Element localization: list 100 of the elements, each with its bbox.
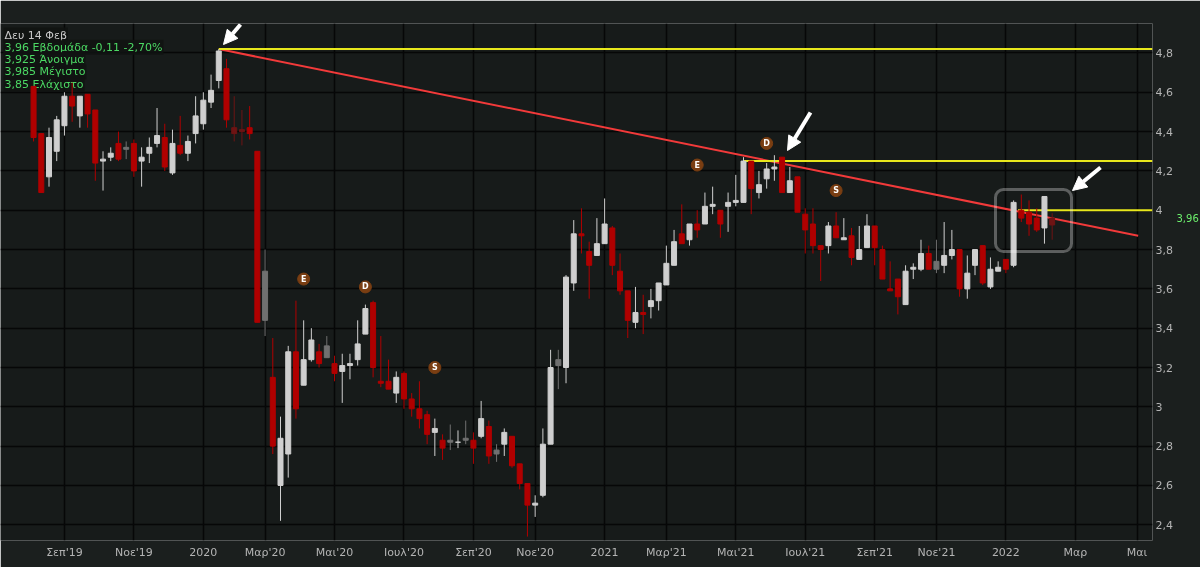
- y-tick-label: 4,8: [1155, 46, 1173, 60]
- y-tick-label: 3: [1155, 400, 1163, 414]
- candlestick: [925, 245, 932, 270]
- candlestick: [470, 431, 477, 465]
- candlestick: [177, 115, 184, 156]
- y-tick-label: 3,8: [1155, 243, 1173, 257]
- candlestick: [856, 225, 863, 260]
- candlestick: [809, 207, 816, 254]
- x-tick-label: 2022: [991, 545, 1020, 559]
- annotation: D: [362, 282, 370, 292]
- annotation: E: [694, 160, 700, 170]
- x-tick-label: Νοε'21: [917, 545, 956, 559]
- candlestick: [115, 131, 122, 162]
- annotation: E: [300, 274, 307, 284]
- candlestick: [431, 418, 438, 457]
- y-tick-label: 3,6: [1155, 282, 1173, 296]
- annotation: S: [833, 186, 840, 196]
- candlestick: [825, 221, 832, 254]
- candlestick: [331, 355, 338, 382]
- candlestick: [346, 353, 353, 380]
- candlestick: [1049, 212, 1056, 241]
- candlestick: [763, 162, 770, 190]
- text: 3,96: [1176, 213, 1199, 225]
- y-tick-label: 4,2: [1155, 164, 1173, 178]
- x-tick-label: Μαι: [1126, 545, 1148, 559]
- x-tick-label: 2020: [189, 545, 218, 559]
- candlestick: [1033, 207, 1040, 233]
- x-tick-label: Μαρ: [1063, 545, 1088, 559]
- candlestick: [238, 109, 245, 146]
- candlestick: [933, 239, 940, 274]
- annotation: 3,985 Μέγιστο: [4, 65, 86, 79]
- annotation: 3,96 Εβδομάδα -0,11 -2,70%: [4, 40, 163, 54]
- annotation: S: [431, 363, 438, 373]
- candlestick: [532, 494, 539, 518]
- candlestick: [1018, 194, 1025, 223]
- candlestick: [848, 227, 855, 266]
- x-tick-label: Σεπ'19: [46, 545, 83, 559]
- candlestick: [246, 105, 253, 140]
- candlestick: [478, 400, 485, 439]
- candlestick: [555, 349, 562, 390]
- candlestick: [439, 433, 446, 461]
- x-tick-label: Ιουλ'21: [785, 545, 826, 559]
- annotation: D: [763, 138, 771, 148]
- candlestick: [840, 217, 847, 241]
- candlestick: [462, 420, 469, 445]
- candlestick: [725, 192, 732, 233]
- x-tick-label: Μαρ'20: [244, 545, 286, 559]
- candlestick: [717, 209, 724, 239]
- y-tick-label: 3,2: [1155, 361, 1173, 375]
- candlestick: [755, 170, 762, 199]
- y-tick-label: 4,6: [1155, 86, 1173, 100]
- x-tick-label: Νοε'20: [516, 545, 555, 559]
- candlestick: [1026, 199, 1033, 237]
- x-tick-label: Μαρ'21: [645, 545, 687, 559]
- annotation: 3,85 Ελάχιστο: [4, 77, 84, 91]
- candlestick: [231, 95, 238, 142]
- candlestick: [671, 229, 678, 266]
- candlestick: [972, 249, 979, 276]
- candlestick: [701, 192, 708, 225]
- y-tick-label: 2,6: [1155, 479, 1173, 493]
- candlestick: [447, 424, 454, 451]
- candlestick: [786, 166, 793, 194]
- candlestick: [771, 154, 778, 182]
- candlestick: [694, 209, 701, 239]
- candlestick: [339, 353, 346, 404]
- x-tick-label: Ιουλ'20: [384, 545, 424, 559]
- x-tick-label: Μαι'20: [315, 545, 354, 559]
- x-tick-label: Σεπ'21: [856, 545, 893, 559]
- x-tick-label: 2021: [590, 545, 619, 559]
- candlestick: [100, 150, 107, 192]
- y-tick-label: 4,4: [1155, 125, 1173, 139]
- candlestick: [632, 286, 639, 329]
- x-tick-label: Μαι'21: [717, 545, 755, 559]
- candlestick: [948, 229, 955, 260]
- candlestick: [146, 137, 153, 164]
- candlestick: [617, 253, 624, 296]
- candlestick: [709, 186, 716, 215]
- candlestick: [323, 335, 330, 359]
- candlestick: [863, 213, 870, 249]
- candlestick: [184, 135, 191, 162]
- annotation: 3,925 Άνοιγμα: [4, 53, 85, 67]
- candlestick: [154, 107, 161, 148]
- candlestick: [501, 427, 508, 457]
- x-tick-label: Σεπ'20: [455, 545, 492, 559]
- y-tick-label: 3,4: [1155, 322, 1173, 336]
- candlestick: [894, 278, 901, 315]
- y-tick-label: 4: [1155, 204, 1163, 218]
- candlestick: [833, 211, 840, 239]
- candlestick: [817, 245, 824, 282]
- candlestick: [918, 239, 924, 272]
- candlestick: [941, 221, 948, 274]
- candlestick: [964, 254, 971, 300]
- candlestick: [887, 260, 894, 292]
- candlestick: [408, 392, 415, 418]
- candlestick: [686, 223, 693, 247]
- x-tick-label: Νοε'19: [114, 545, 153, 559]
- candlestick: [640, 294, 647, 335]
- y-tick-label: 2,4: [1155, 518, 1173, 532]
- candlestick: [208, 74, 215, 109]
- candlestick: [354, 319, 361, 367]
